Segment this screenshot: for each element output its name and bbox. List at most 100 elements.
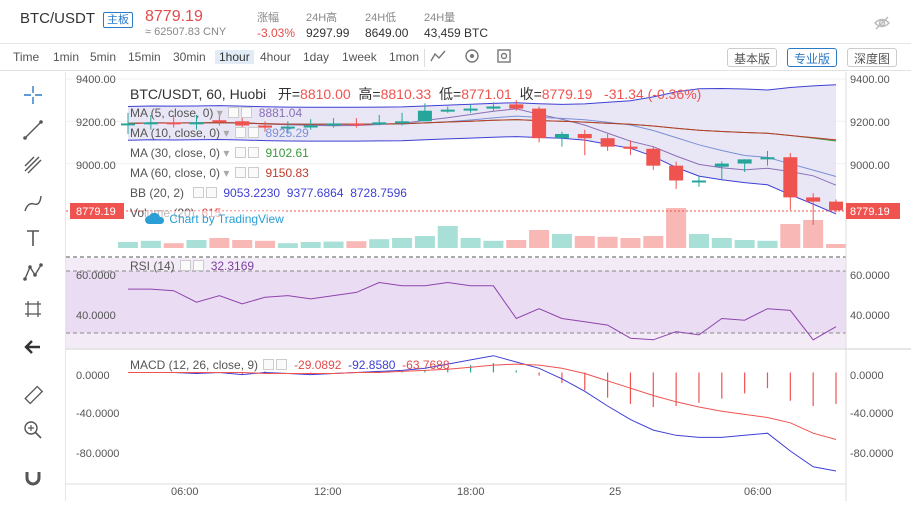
stat-value-change: -3.03%: [257, 26, 296, 40]
volume-bar: [826, 244, 846, 248]
crosshair-icon[interactable]: [20, 82, 46, 108]
brush-icon[interactable]: [20, 190, 46, 216]
price-tick: 9200.00: [850, 117, 890, 129]
magnet-icon[interactable]: [20, 464, 46, 490]
settings-icon[interactable]: [494, 48, 514, 68]
interval-1day[interactable]: 1day: [303, 50, 330, 64]
candle-body: [783, 157, 798, 198]
price-tag-left-text: 8779.19: [76, 206, 116, 218]
back-arrow-icon[interactable]: [20, 334, 46, 360]
pattern-icon[interactable]: [20, 260, 46, 286]
candle-body: [258, 125, 273, 128]
view-basic-button[interactable]: 基本版: [727, 48, 778, 67]
chart-canvas[interactable]: 8779.19 8779.19 9400.00 9200.00 9000.00 …: [66, 72, 911, 501]
volume-bar: [483, 240, 504, 248]
settings-icon[interactable]: [234, 167, 246, 178]
close-icon[interactable]: [193, 260, 205, 271]
interval-30min[interactable]: 30min: [173, 50, 206, 64]
ruler-icon[interactable]: [20, 382, 46, 408]
volume-bar: [780, 224, 801, 248]
price-tag-left: [70, 203, 124, 219]
chart-type-icon[interactable]: [428, 48, 448, 68]
interval-1min[interactable]: 1min: [53, 50, 80, 64]
settings-icon[interactable]: [192, 187, 204, 198]
rsi-band: [66, 271, 846, 333]
low-value: 8771.01: [461, 86, 512, 102]
close-icon[interactable]: [276, 359, 288, 370]
candle-body: [166, 122, 181, 125]
volume-bar: [209, 238, 230, 248]
ma60-legend[interactable]: MA (60, close, 0) ▾ 9150.83: [130, 166, 309, 180]
measure-icon[interactable]: [20, 296, 46, 322]
close-icon[interactable]: [247, 127, 259, 138]
volume-bar: [666, 208, 687, 248]
stat-label-high: 24H高: [306, 12, 338, 24]
volume-bar: [392, 238, 413, 248]
chart-toolbar: Time 1min 5min 15min 30min 1hour 4hour 1…: [0, 45, 911, 71]
view-depth-button[interactable]: 深度图: [847, 48, 898, 67]
candle-body: [714, 163, 729, 167]
interval-15min[interactable]: 15min: [128, 50, 161, 64]
volume-bar: [803, 220, 824, 248]
stat-value-volume: 43,459 BTC: [424, 26, 489, 40]
ma10-legend[interactable]: MA (10, close, 0) ▾ 8925.29: [130, 126, 309, 140]
pair-name[interactable]: BTC/USDT: [20, 10, 95, 27]
settings-icon[interactable]: [263, 359, 275, 370]
price-tag-right: [846, 203, 900, 219]
dropdown-icon[interactable]: ▾: [223, 166, 230, 180]
time-tick: 06:00: [171, 486, 199, 498]
dropdown-icon[interactable]: ▾: [216, 106, 223, 120]
candle-body: [349, 123, 364, 126]
open-label: 开: [277, 86, 292, 102]
stat-label-low: 24H低: [365, 12, 397, 24]
candle-body: [509, 104, 524, 109]
macd-tick: 0.0000: [850, 370, 884, 382]
settings-icon[interactable]: [234, 127, 246, 138]
volume-bar: [460, 238, 481, 248]
ma30-legend[interactable]: MA (30, close, 0) ▾ 9102.61: [130, 146, 309, 160]
settings-icon[interactable]: [234, 147, 246, 158]
tradingview-watermark[interactable]: Chart by TradingView: [144, 211, 284, 226]
volume-bar: [300, 242, 321, 248]
dropdown-icon[interactable]: ▾: [223, 146, 230, 160]
stat-value-low: 8649.00: [365, 26, 409, 40]
volume-bar: [186, 240, 207, 248]
candle-body: [577, 133, 592, 139]
fib-icon[interactable]: [20, 152, 46, 178]
interval-4hour[interactable]: 4hour: [260, 50, 291, 64]
interval-time[interactable]: Time: [13, 50, 40, 64]
macd-legend[interactable]: MACD (12, 26, close, 9) -29.0892 -92.858…: [130, 358, 450, 372]
stat-label-volume: 24H量: [424, 12, 456, 24]
close-icon[interactable]: [247, 147, 259, 158]
settings-icon[interactable]: [180, 260, 192, 271]
settings-icon[interactable]: [228, 107, 240, 118]
chart-area[interactable]: 8779.19 8779.19 9400.00 9200.00 9000.00 …: [66, 72, 911, 501]
cny-price: ≈ 62507.83 CNY: [145, 26, 227, 38]
close-icon[interactable]: [241, 107, 253, 118]
volume-bar: [529, 230, 550, 248]
view-pro-button[interactable]: 专业版: [787, 48, 838, 67]
ma5-legend[interactable]: MA (5, close, 0) ▾ 8881.04: [130, 106, 302, 120]
interval-1mon[interactable]: 1mon: [389, 50, 420, 64]
candle-body: [554, 133, 569, 139]
no-eye-icon[interactable]: [872, 13, 892, 33]
interval-5min[interactable]: 5min: [90, 50, 117, 64]
candle-body: [372, 122, 387, 125]
close-icon[interactable]: [247, 167, 259, 178]
indicator-icon[interactable]: [462, 48, 482, 68]
candle-body: [760, 157, 775, 160]
rsi-legend[interactable]: RSI (14) 32.3169: [130, 259, 254, 273]
zoom-icon[interactable]: [20, 417, 46, 443]
text-icon[interactable]: [20, 225, 46, 251]
interval-1week[interactable]: 1week: [342, 50, 377, 64]
close-icon[interactable]: [205, 187, 217, 198]
macd-tick: 0.0000: [76, 370, 110, 382]
ma30-value: 9102.61: [265, 146, 309, 160]
candle-body: [143, 122, 158, 125]
dropdown-icon[interactable]: ▾: [223, 126, 230, 140]
bb-legend[interactable]: BB (20, 2) 9053.2230 9377.6864 8728.7596: [130, 186, 407, 200]
price-tick: 9200.00: [76, 117, 116, 129]
interval-1hour[interactable]: 1hour: [215, 50, 254, 64]
bb-label: BB (20, 2): [130, 186, 185, 200]
trendline-icon[interactable]: [20, 117, 46, 143]
